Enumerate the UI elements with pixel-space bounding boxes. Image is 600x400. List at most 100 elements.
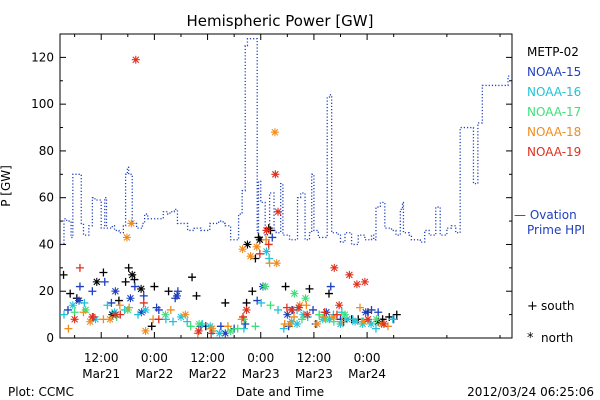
north-point (379, 319, 388, 328)
south-point (257, 298, 266, 307)
south-point (251, 322, 260, 331)
north-point (123, 305, 132, 314)
north-point (194, 326, 203, 335)
series-noaa-17 (70, 282, 381, 335)
north-point (122, 233, 131, 242)
north-point (261, 282, 270, 291)
south-point (266, 301, 275, 310)
south-point (223, 322, 232, 331)
north-point (181, 310, 190, 319)
chart-title: Hemispheric Power [GW] (187, 12, 374, 30)
south-point (248, 287, 257, 296)
south-point (169, 317, 177, 326)
north-point (126, 294, 135, 303)
north-point (360, 277, 369, 286)
south-point (279, 324, 288, 333)
north-point (195, 319, 204, 328)
south-point (309, 305, 318, 314)
south-point (63, 305, 72, 314)
x-tick-label-date: Mar24 (348, 367, 386, 381)
south-point (124, 263, 133, 272)
north-point (255, 235, 264, 244)
south-point (100, 277, 109, 286)
south-point (233, 324, 242, 333)
north-point (172, 291, 181, 300)
north-point (336, 319, 345, 328)
legend-north-symbol: * (527, 331, 534, 346)
x-axis-label: Date and Time (236, 385, 324, 399)
north-point (81, 305, 90, 314)
north-point (295, 301, 304, 310)
north-point (363, 315, 372, 324)
south-point (265, 259, 274, 268)
south-point (139, 291, 148, 300)
south-point (297, 315, 306, 324)
north-point (303, 310, 312, 319)
south-point (139, 298, 148, 307)
north-point (137, 284, 146, 293)
north-point (294, 303, 303, 312)
x-tick-label-date: Mar23 (242, 367, 280, 381)
north-point (359, 317, 368, 326)
x-tick-label-date: Mar23 (295, 367, 333, 381)
north-point (246, 252, 255, 261)
south-point (70, 308, 79, 317)
north-point (361, 308, 370, 317)
north-point (128, 270, 137, 279)
south-point (274, 305, 283, 314)
north-point (335, 301, 344, 310)
north-point (243, 240, 252, 249)
south-point (114, 296, 123, 305)
x-tick-label-time: 0:00 (141, 351, 168, 365)
south-point (80, 298, 89, 307)
north-point (372, 315, 381, 324)
north-point (301, 294, 310, 303)
y-tick-label: 40 (39, 237, 54, 251)
north-point (111, 287, 120, 296)
north-point (106, 315, 115, 324)
north-point (176, 312, 185, 321)
north-point (358, 319, 367, 328)
south-point (324, 289, 333, 298)
plot-source-label: Plot: CCMC (8, 385, 74, 399)
series-noaa-19 (70, 55, 388, 338)
y-tick-label: 20 (39, 284, 54, 298)
south-point (289, 312, 298, 321)
north-point (226, 326, 235, 335)
north-point (330, 263, 339, 272)
south-point (154, 315, 163, 324)
legend-entry: NOAA-17 (527, 105, 581, 119)
x-tick-label-time: 0:00 (354, 351, 381, 365)
y-axis-label: P [GW] (0, 165, 13, 207)
data-points (59, 55, 401, 338)
south-point (79, 308, 88, 317)
north-point (340, 310, 349, 319)
south-point (337, 317, 346, 326)
north-point (88, 312, 97, 321)
hpi-line-path (61, 38, 512, 246)
x-tick-label-date: Mar22 (135, 367, 173, 381)
south-point (66, 289, 75, 298)
north-point (343, 315, 352, 324)
south-point (216, 322, 225, 331)
south-point (75, 263, 84, 272)
south-point (59, 270, 68, 279)
north-point (274, 207, 283, 216)
south-point (147, 322, 156, 331)
south-point (64, 324, 73, 333)
legend-south-label: south (541, 299, 575, 313)
north-point (287, 305, 296, 314)
north-point (283, 310, 292, 319)
north-point (131, 55, 140, 64)
legend-ovation-line2: Prime HPI (527, 223, 585, 237)
north-point (127, 219, 136, 228)
south-point (173, 287, 182, 296)
series-noaa-18 (64, 128, 392, 338)
north-point (285, 319, 294, 328)
south-point (392, 310, 401, 319)
north-point (272, 259, 281, 268)
south-point (388, 315, 397, 324)
south-point (239, 312, 248, 321)
south-point (207, 329, 216, 338)
